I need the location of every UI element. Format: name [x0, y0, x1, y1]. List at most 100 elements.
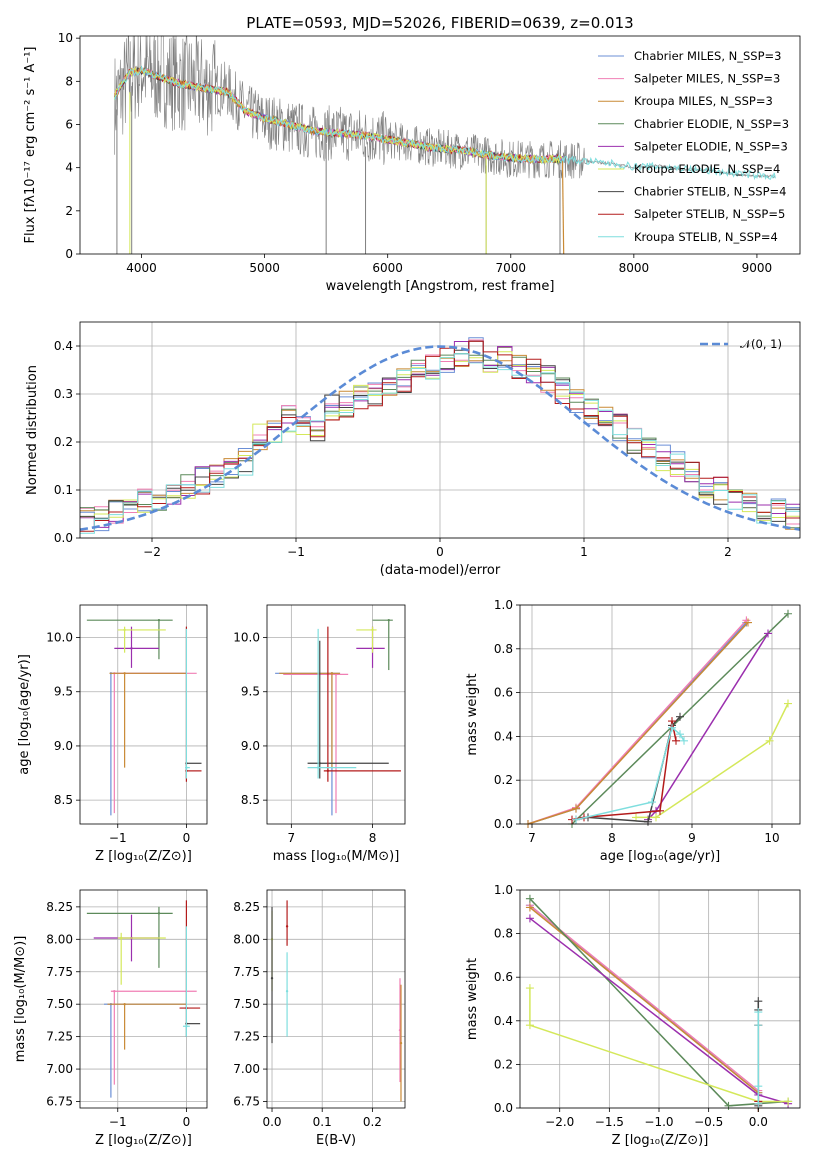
ax6-frame [266, 889, 406, 1109]
ax0-xtick-label: 4000 [126, 261, 157, 275]
ax1-xtick-label: 1 [580, 545, 588, 559]
ax4-ytick-label: 0.8 [494, 642, 513, 656]
ax7-frame [519, 889, 801, 1109]
ax6-xtick-label: 0.2 [363, 1115, 382, 1129]
ax6-xtick-label: 0.1 [313, 1115, 332, 1129]
ax3-xtick-label: 7 [288, 831, 296, 845]
ax2-ytick-label: 9.5 [54, 685, 73, 699]
weight-marker-2 [744, 618, 752, 627]
weight-marker-5 [765, 736, 774, 745]
ax7-xtick-label: 0.0 [749, 1115, 768, 1129]
ax5-ytick-label: 8.00 [46, 932, 73, 946]
ax2-ytick-label: 10.0 [46, 631, 73, 645]
datapoint-4 [285, 925, 289, 928]
datapoint-8 [185, 1025, 188, 1028]
ax4-xtick-label: 7 [528, 831, 536, 845]
ax7-xtick-label: −1.5 [595, 1115, 624, 1129]
weight-marker-8 [680, 736, 688, 745]
ax6-ytick-label: 6.75 [233, 1095, 260, 1109]
ax1-xlabel: (data-model)/error [380, 563, 501, 578]
ax4-ytick-label: 0.2 [494, 773, 513, 787]
ax4-xtick-label: 9 [688, 831, 696, 845]
ax1-ylabel: Normed distribution [25, 365, 40, 495]
datapoint-6 [318, 762, 321, 765]
ax0-ytick-label: 4 [65, 161, 73, 175]
ax5-ytick-label: 7.50 [46, 997, 73, 1011]
datapoint-8 [316, 766, 320, 769]
weight-marker-3 [784, 609, 792, 618]
ax5-xlabel: Z [log₁₀(Z/Z⊙)] [95, 1133, 192, 1148]
ax7-ytick-label: 0.2 [494, 1057, 513, 1071]
weight-line-2 [529, 906, 760, 1108]
weight-line-5 [636, 703, 789, 819]
ax1-frame [79, 321, 801, 539]
ax0-xtick-label: 8000 [619, 261, 650, 275]
ax4-ytick-label: 0.6 [494, 686, 513, 700]
ax0-xtick-label: 5000 [249, 261, 280, 275]
residual-histogram-7 [80, 340, 800, 532]
datapoint-1 [113, 990, 116, 993]
weight-marker-8 [572, 815, 580, 824]
ax4-ytick-label: 0.0 [494, 817, 513, 831]
ax6-xtick-label: 0.0 [262, 1115, 281, 1129]
datapoint-2 [123, 672, 126, 675]
ax4-ylabel: mass weight [465, 673, 480, 755]
ax1-ytick-label: 0.3 [54, 387, 73, 401]
ax7-ytick-label: 0.6 [494, 970, 513, 984]
ax6-ytick-label: 7.50 [233, 997, 260, 1011]
datapoint-8 [185, 766, 188, 769]
ax6-xlabel: E(B-V) [316, 1133, 356, 1148]
ax1-xtick-label: −2 [143, 545, 161, 559]
ax1-ytick-label: 0.0 [54, 531, 73, 545]
ax6-ytick-label: 7.25 [233, 1030, 260, 1044]
model-spectrum-2 [114, 65, 563, 164]
weight-marker-6 [754, 997, 763, 1006]
weight-line-0 [527, 621, 747, 825]
ax7-xlabel: Z [log₁₀(Z/Z⊙)] [612, 1133, 709, 1148]
weight-marker-3 [525, 894, 534, 903]
datapoint-2 [330, 672, 334, 675]
ax7-ytick-label: 0.8 [494, 927, 513, 941]
datapoint-2 [123, 1002, 126, 1006]
ax2-ytick-label: 8.5 [54, 793, 73, 807]
datapoint-5 [123, 628, 126, 632]
ax2-xtick-label: −1 [109, 831, 127, 845]
legend-gaussian: 𝒩(0, 1) [740, 337, 782, 351]
ax2-ytick-label: 9.0 [54, 739, 73, 753]
legend-entry-5: Kroupa ELODIE, N_SSP=4 [634, 162, 780, 176]
ax4-ytick-label: 1.0 [494, 598, 513, 612]
ax5-ytick-label: 7.00 [46, 1062, 73, 1076]
legend-entry-7: Salpeter STELIB, N_SSP=5 [634, 207, 785, 221]
ax4-xtick-label: 8 [608, 831, 616, 845]
ax0-xtick-label: 6000 [372, 261, 403, 275]
ax7-ytick-label: 0.4 [494, 1014, 513, 1028]
ax7-ytick-label: 0.0 [494, 1101, 513, 1115]
weight-marker-5 [784, 699, 792, 708]
weight-marker-6 [644, 817, 652, 826]
ax7-ytick-label: 1.0 [494, 883, 513, 897]
weight-marker-8 [754, 1021, 763, 1030]
ax5-ytick-label: 6.75 [46, 1095, 73, 1109]
ax6-ytick-label: 7.00 [233, 1062, 260, 1076]
ax5-ytick-label: 7.75 [46, 965, 73, 979]
ax7-xtick-label: −0.5 [694, 1115, 723, 1129]
ax0-ytick-label: 0 [65, 247, 73, 261]
ax3-xlabel: mass [log₁₀(M/M⊙)] [273, 849, 400, 864]
ax7-xtick-label: −1.0 [644, 1115, 673, 1129]
ax0-ytick-label: 6 [65, 117, 73, 131]
datapoint-3 [270, 977, 274, 980]
weight-marker-8 [668, 723, 676, 732]
weight-marker-6 [676, 712, 684, 721]
ax3-xtick-label: 8 [369, 831, 377, 845]
ax4-ytick-label: 0.4 [494, 729, 513, 743]
datapoint-5 [371, 628, 374, 632]
ax1-ytick-label: 0.1 [54, 483, 73, 497]
weight-marker-8 [754, 1099, 763, 1108]
weight-marker-8 [754, 1082, 763, 1091]
legend-entry-0: Chabrier MILES, N_SSP=3 [634, 49, 781, 63]
residual-histogram-8 [80, 353, 800, 534]
ax3-frame [266, 604, 406, 825]
weight-line-5 [529, 988, 789, 1103]
weight-marker-7 [656, 806, 664, 815]
